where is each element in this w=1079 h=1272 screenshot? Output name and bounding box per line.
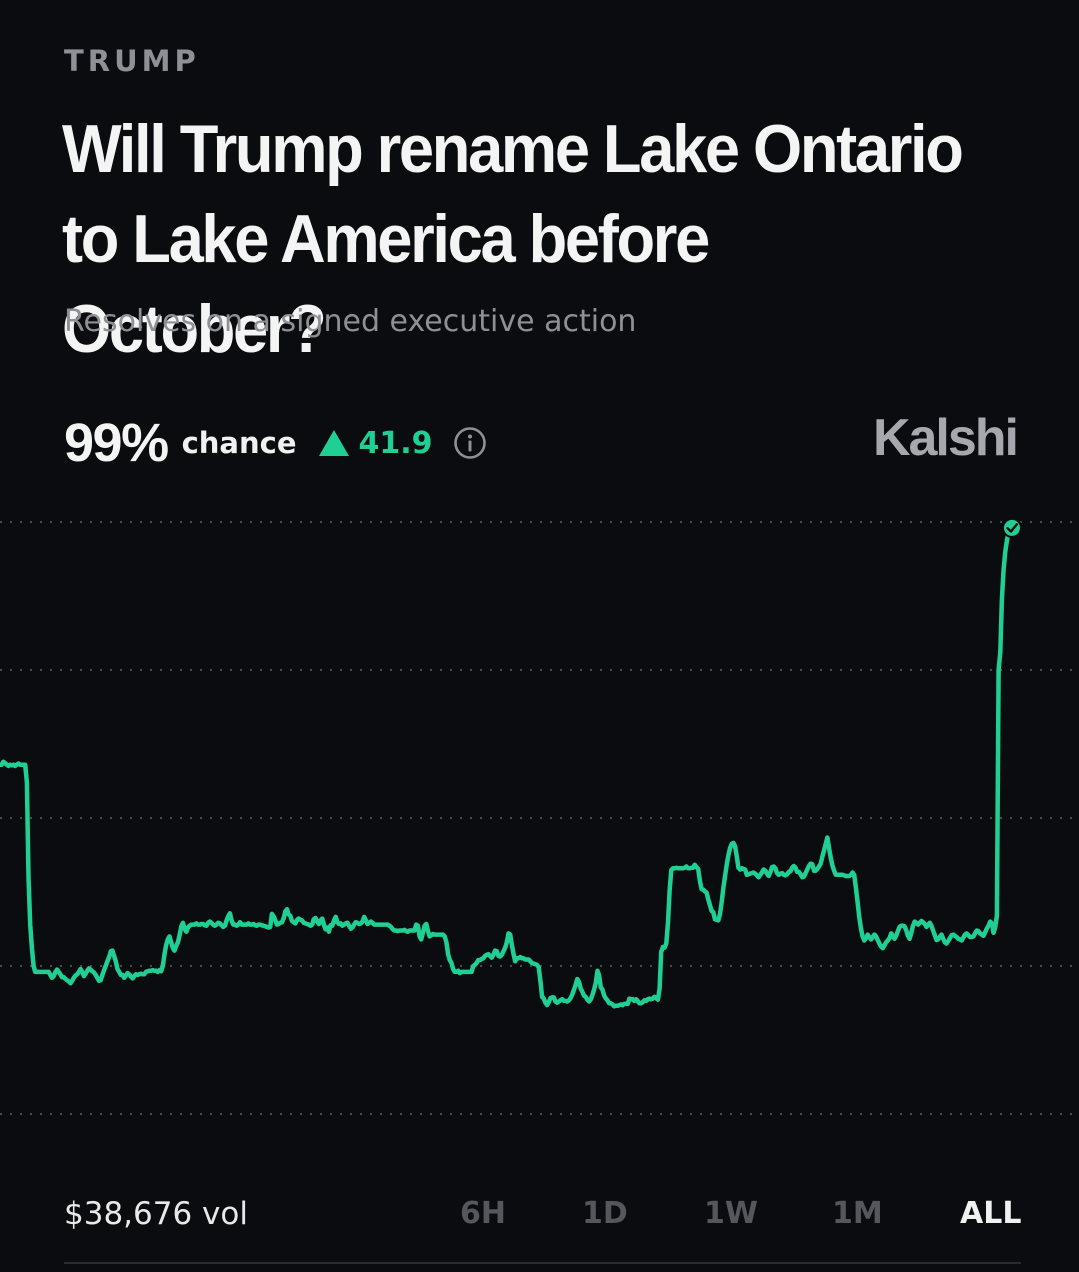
market-title: Will Trump rename Lake Ontario to Lake A…	[62, 111, 964, 367]
volume-label: $38,676 vol	[64, 1196, 248, 1232]
check-circle-icon	[1002, 517, 1022, 538]
range-tab-1d[interactable]: 1D	[582, 1196, 628, 1231]
series-line	[0, 525, 1015, 1009]
stats-row: 99% chance 41.9	[64, 410, 487, 476]
range-tab-1m[interactable]: 1M	[832, 1196, 883, 1231]
triangle-up-icon	[318, 430, 349, 456]
divider	[64, 1262, 1021, 1264]
kalshi-logo: Kalshi	[872, 409, 1019, 467]
chance-value: 99%	[64, 413, 169, 473]
chart-series	[0, 517, 1022, 1009]
range-tab-6h[interactable]: 6H	[460, 1196, 506, 1231]
delta-value: 41.9	[358, 425, 433, 461]
range-selector: 6H 1D 1W 1M ALL	[460, 1192, 1021, 1236]
info-circle-icon[interactable]	[453, 426, 487, 460]
market-subtitle: Resolves on a signed executive action	[64, 304, 637, 339]
category-label: TRUMP	[64, 44, 200, 78]
range-tab-1w[interactable]: 1W	[704, 1196, 758, 1231]
price-chart[interactable]	[0, 480, 1079, 1160]
chart-footer: $38,676 vol 6H 1D 1W 1M ALL	[64, 1192, 1021, 1236]
delta-indicator: 41.9	[318, 425, 433, 461]
range-tab-all[interactable]: ALL	[960, 1196, 1022, 1231]
chart-gridlines	[0, 521, 1079, 1115]
chance-label: chance	[181, 426, 297, 460]
